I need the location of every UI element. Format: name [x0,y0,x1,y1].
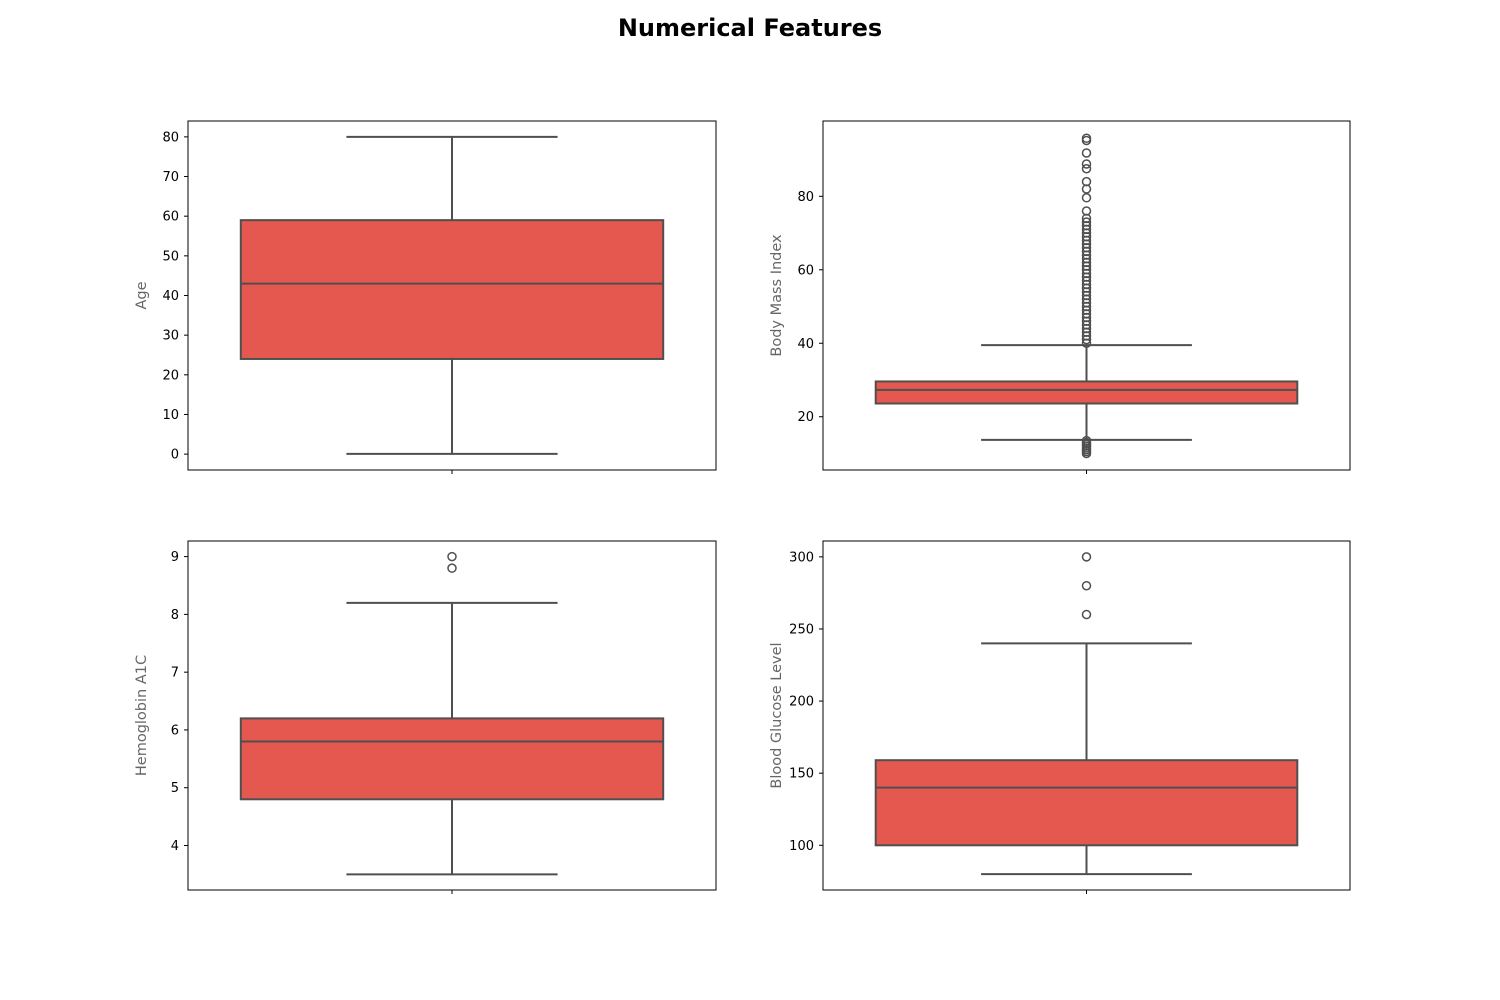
y-tick-label: 10 [162,408,179,423]
outlier-point [1081,148,1092,158]
y-tick-label: 40 [162,289,179,304]
outlier-point [447,563,457,573]
y-tick-label: 50 [162,249,179,264]
y-tick-label: 20 [162,368,179,383]
y-tick-label: 7 [171,666,179,681]
y-tick-label: 5 [171,781,179,796]
y-tick-label: 30 [162,329,179,344]
y-tick-label: 80 [797,190,814,205]
y-tick-label: 300 [789,550,814,565]
y-tick-label: 60 [162,210,179,225]
outlier-point [1081,580,1092,591]
outlier-point [1081,552,1092,562]
y-tick-label: 4 [171,839,179,854]
iqr-box [239,219,665,360]
y-tick-label: 100 [789,839,814,854]
subplot-1: 0 10 20 30 40 50 60 70 80 Age [134,120,717,474]
outlier-point [1081,133,1092,144]
y-axis-label: Hemoglobin A1C [134,655,150,776]
y-tick-label: 250 [789,622,814,637]
y-tick-label: 150 [789,767,814,782]
outlier-point [1081,435,1092,446]
figure-title: Numerical Features [617,14,883,42]
y-tick-label: 80 [162,130,179,145]
y-axis-label: Blood Glucose Level [769,642,785,788]
subplot-4: 100 150 200 250 300 Blood Glucose Level [769,540,1351,894]
y-tick-label: 6 [171,723,179,738]
outlier-point [1081,206,1092,216]
iqr-box [874,380,1299,405]
outlier-point [1081,193,1092,203]
y-tick-label: 40 [797,337,814,352]
y-tick-label: 9 [171,550,179,565]
outlier-point [1081,159,1092,169]
y-axis-label: Age [134,281,150,309]
y-axis-label: Body Mass Index [769,234,785,357]
iqr-box [874,759,1299,847]
iqr-box [239,717,665,801]
outlier-point [1081,217,1092,227]
outlier-point [1081,164,1092,174]
y-tick-label: 20 [797,410,814,425]
outlier-point [1081,609,1092,620]
outlier-point [447,551,457,562]
outlier-point [1081,176,1092,187]
y-tick-label: 0 [171,448,179,463]
y-tick-label: 70 [162,170,179,185]
subplot-3: 4 5 6 7 8 9 Hemoglobin A1C [134,540,717,894]
subplot-2: 20 40 60 80 Body Mass Index [769,120,1351,474]
y-tick-label: 60 [797,263,814,278]
y-tick-label: 8 [171,608,179,623]
y-tick-label: 200 [789,695,814,710]
